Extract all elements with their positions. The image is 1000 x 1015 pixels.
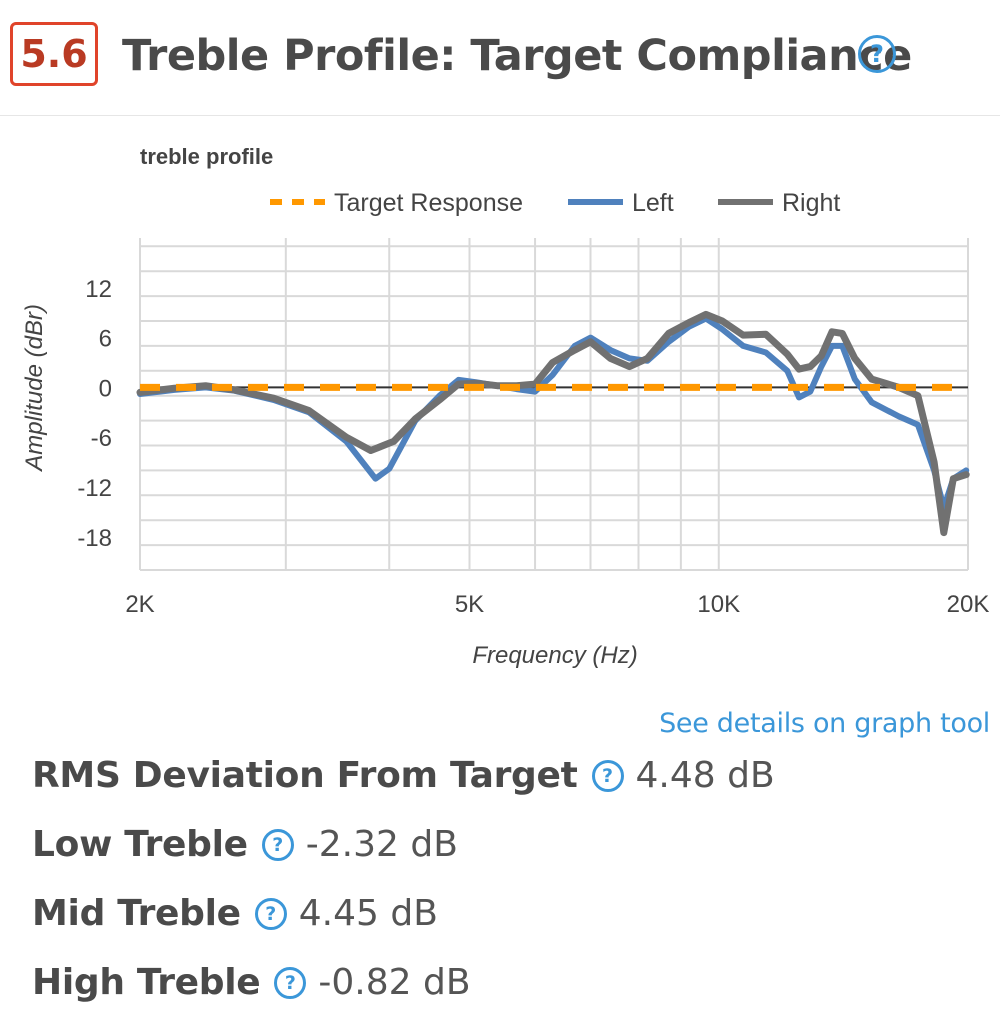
metric-value: 4.48 dB (635, 755, 775, 796)
question-circle-icon[interactable]: ? (274, 966, 307, 999)
y-tick-label: -18 (77, 525, 112, 552)
metric-high-treble: High Treble? -0.82 dB (32, 962, 471, 1008)
x-axis-title: Frequency (Hz) (472, 642, 637, 669)
question-circle-icon[interactable]: ? (858, 35, 896, 73)
legend-label-0: Target Response (334, 189, 523, 217)
metric-label: High Treble (32, 962, 261, 1003)
x-tick-label: 2K (125, 591, 154, 618)
chart-title: treble profile (140, 144, 273, 169)
metric-rms-deviation: RMS Deviation From Target? 4.48 dB (32, 755, 775, 801)
metric-value: 4.45 dB (298, 893, 438, 934)
metric-low-treble: Low Treble? -2.32 dB (32, 824, 458, 870)
section-header: 5.6 Treble Profile: Target Compliance ? (0, 0, 1000, 115)
metric-value: -2.32 dB (305, 824, 458, 865)
metric-value: -0.82 dB (318, 962, 471, 1003)
metric-label: RMS Deviation From Target (32, 755, 578, 796)
y-tick-label: 12 (85, 276, 112, 303)
metric-label: Mid Treble (32, 893, 241, 934)
y-tick-label: -6 (91, 425, 112, 452)
metric-mid-treble: Mid Treble? 4.45 dB (32, 893, 438, 939)
series-line-right (136, 310, 970, 537)
x-tick-label: 20K (947, 591, 990, 618)
y-tick-label: 0 (99, 375, 112, 402)
y-tick-label: -12 (77, 475, 112, 502)
question-circle-icon[interactable]: ? (261, 828, 294, 861)
question-circle-icon[interactable]: ? (591, 759, 624, 792)
treble-profile-chart: treble profile Target Response Left Right 12… (21, 144, 990, 669)
question-circle-icon[interactable]: ? (254, 897, 287, 930)
y-tick-label: 6 (99, 326, 112, 353)
metric-label: Low Treble (32, 824, 248, 865)
legend-label-2: Right (782, 189, 840, 217)
header-divider (0, 115, 1000, 116)
page-title: Treble Profile: Target Compliance (122, 31, 912, 81)
score-badge: 5.6 (10, 22, 98, 86)
x-tick-label: 10K (697, 591, 740, 618)
x-tick-label: 5K (455, 591, 484, 618)
y-axis-title: Amplitude (dBr) (21, 304, 48, 473)
graph-tool-link[interactable]: See details on graph tool (659, 708, 990, 739)
legend-label-1: Left (632, 189, 674, 217)
